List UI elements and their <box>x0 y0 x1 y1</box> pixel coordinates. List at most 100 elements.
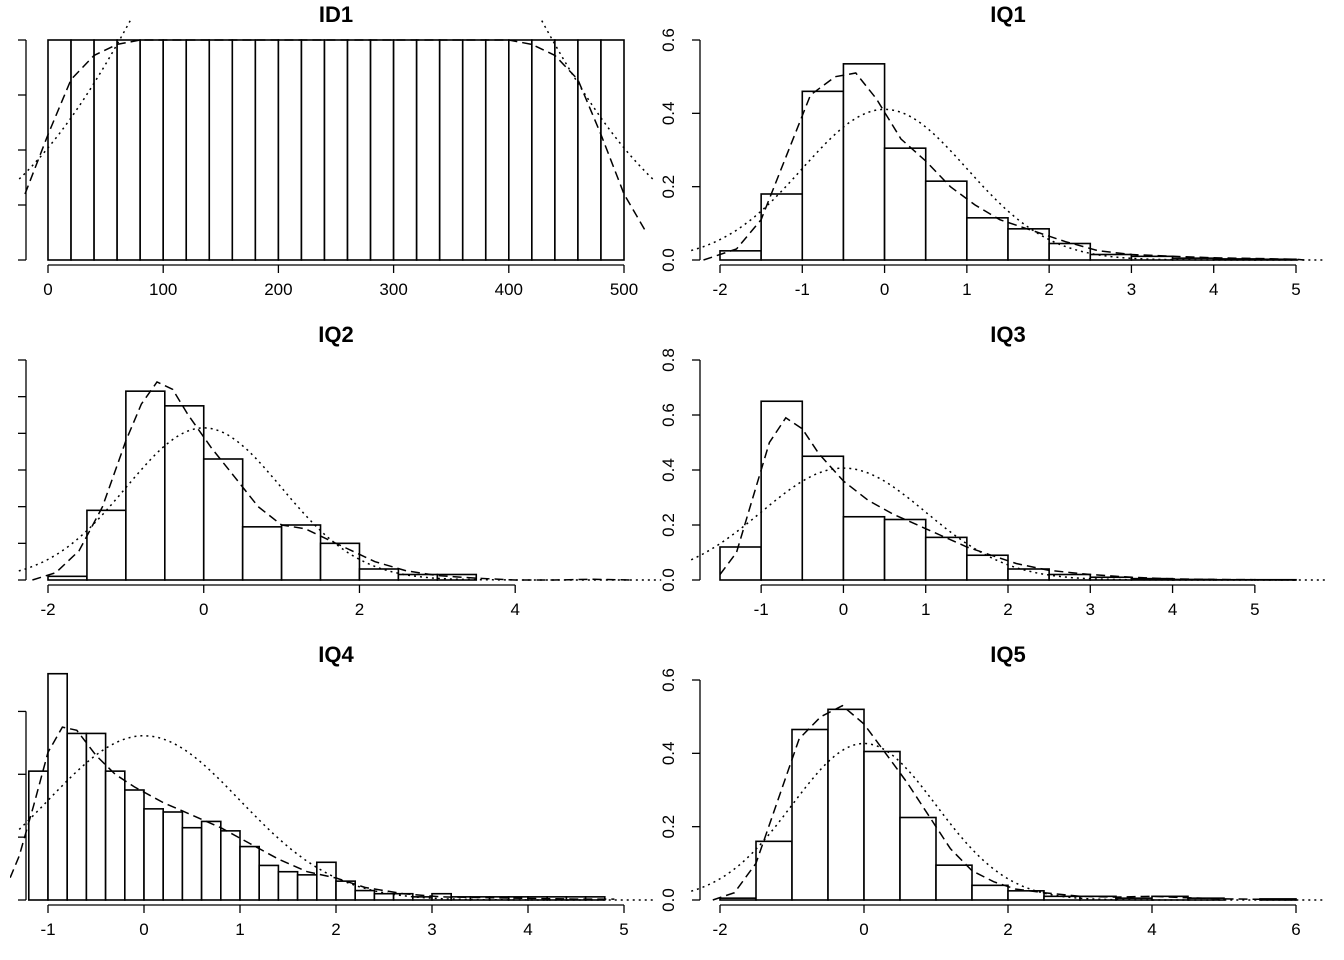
histogram-bar <box>296 874 318 901</box>
histogram-bar <box>438 39 464 261</box>
bars <box>719 708 1297 901</box>
y-tick-label: 0.4 <box>659 742 678 766</box>
histogram-bar <box>139 39 165 261</box>
histogram-bar <box>755 840 793 901</box>
x-tick-label: -1 <box>754 600 769 619</box>
histogram-bar <box>358 568 400 581</box>
histogram-bar <box>1130 255 1174 261</box>
histogram-bar <box>883 518 927 581</box>
histogram-bar <box>241 526 283 581</box>
panel-title: ID1 <box>319 2 353 27</box>
panel-iq3: IQ3 -1 0 1 2 3 4 5 0.0 0.2 0.4 0.6 0.8 <box>659 322 1325 619</box>
y-tick-label: 0.0 <box>659 888 678 912</box>
histogram-bar <box>220 830 241 901</box>
histogram-bar <box>369 39 395 261</box>
panel-iq2: IQ2 -2 0 2 4 <box>18 322 662 619</box>
histogram-bar <box>531 39 556 261</box>
x-tick-label: 3 <box>427 920 436 939</box>
histogram-bar <box>66 732 88 901</box>
histogram-bar <box>47 575 88 581</box>
histogram-bar <box>319 542 361 581</box>
x-tick-label: 0 <box>839 600 848 619</box>
bars <box>47 39 625 261</box>
x-axis: -2 0 2 4 <box>40 584 520 619</box>
x-tick-label: 100 <box>149 280 177 299</box>
x-tick-label: 2 <box>1003 920 1012 939</box>
x-tick-label: 4 <box>1209 280 1218 299</box>
x-tick-label: 3 <box>1127 280 1136 299</box>
x-tick-label: 2 <box>1003 600 1012 619</box>
y-axis: 0.0 0.2 0.4 0.6 0.8 <box>659 348 701 592</box>
histogram-bar <box>47 39 72 261</box>
histogram-bar <box>1048 242 1092 261</box>
histogram-bar <box>392 39 418 261</box>
y-tick-label: 0.0 <box>659 568 678 592</box>
x-tick-label: 2 <box>331 920 340 939</box>
x-tick-label: 0 <box>880 280 889 299</box>
histogram-bar <box>202 458 244 581</box>
histogram-bar <box>162 811 184 901</box>
histogram-bar <box>971 884 1009 901</box>
x-tick-label: 500 <box>610 280 638 299</box>
y-tick-label: 0.4 <box>659 102 678 126</box>
x-tick-label: -2 <box>712 280 727 299</box>
x-tick-label: 200 <box>264 280 292 299</box>
histogram-bar <box>200 820 222 901</box>
x-tick-label: 1 <box>235 920 244 939</box>
bars <box>719 400 1297 581</box>
panel-id1: ID1 0 100 200 300 400 500 <box>18 2 654 299</box>
bars <box>47 390 478 581</box>
y-tick-label: 0.2 <box>659 513 678 537</box>
y-tick-label: 0.6 <box>659 668 678 692</box>
x-tick-label: 0 <box>139 920 148 939</box>
x-tick-label: 0 <box>199 600 208 619</box>
histogram-bar <box>143 808 165 901</box>
histogram-bar <box>231 39 257 261</box>
histogram-bar <box>258 864 280 901</box>
x-tick-label: 1 <box>962 280 971 299</box>
y-axis <box>18 710 27 901</box>
y-tick-label: 0.2 <box>659 815 678 839</box>
density-curve <box>712 704 1297 901</box>
histogram-bar <box>86 509 127 581</box>
histogram-bar <box>1171 578 1215 581</box>
normal-curve <box>18 427 662 581</box>
histogram-bar <box>719 250 762 261</box>
histogram-bar <box>315 861 337 901</box>
histogram-bar <box>577 39 602 261</box>
normal-curve <box>690 467 1325 581</box>
x-axis: 0 100 200 300 400 500 <box>43 264 638 299</box>
panel-title: IQ5 <box>990 642 1025 667</box>
histogram-bar <box>70 39 95 261</box>
normal-curve <box>18 735 653 901</box>
y-axis <box>18 359 27 581</box>
x-axis: -1 0 1 2 3 4 5 <box>754 584 1260 619</box>
histogram-bar <box>354 889 376 901</box>
panel-title: IQ1 <box>990 2 1025 27</box>
x-tick-label: -2 <box>40 600 55 619</box>
panel-iq5: IQ5 -2 0 2 4 6 0.0 0.2 0.4 0.6 <box>659 642 1325 939</box>
bars <box>27 672 606 901</box>
panel-iq4: IQ4 -1 0 1 2 3 4 5 <box>10 642 653 939</box>
histogram-bar <box>899 816 937 901</box>
histogram-bar <box>277 39 303 261</box>
histogram-bar <box>801 455 845 581</box>
histogram-bar <box>415 39 441 261</box>
histogram-bar <box>181 826 203 901</box>
panel-title: IQ4 <box>318 642 354 667</box>
histogram-bar <box>801 90 845 261</box>
x-tick-label: -1 <box>795 280 810 299</box>
histogram-bar <box>554 39 579 261</box>
histogram-bar <box>85 732 107 901</box>
histogram-bar <box>277 870 299 901</box>
x-tick-label: 5 <box>619 920 628 939</box>
histogram-bar <box>924 536 968 581</box>
histogram-bar <box>719 546 762 581</box>
x-tick-label: 300 <box>379 280 407 299</box>
histogram-bar <box>346 39 372 261</box>
histogram-bar <box>373 892 395 901</box>
normal-curve <box>690 742 1325 901</box>
histogram-bar <box>162 39 188 261</box>
x-tick-label: 2 <box>355 600 364 619</box>
